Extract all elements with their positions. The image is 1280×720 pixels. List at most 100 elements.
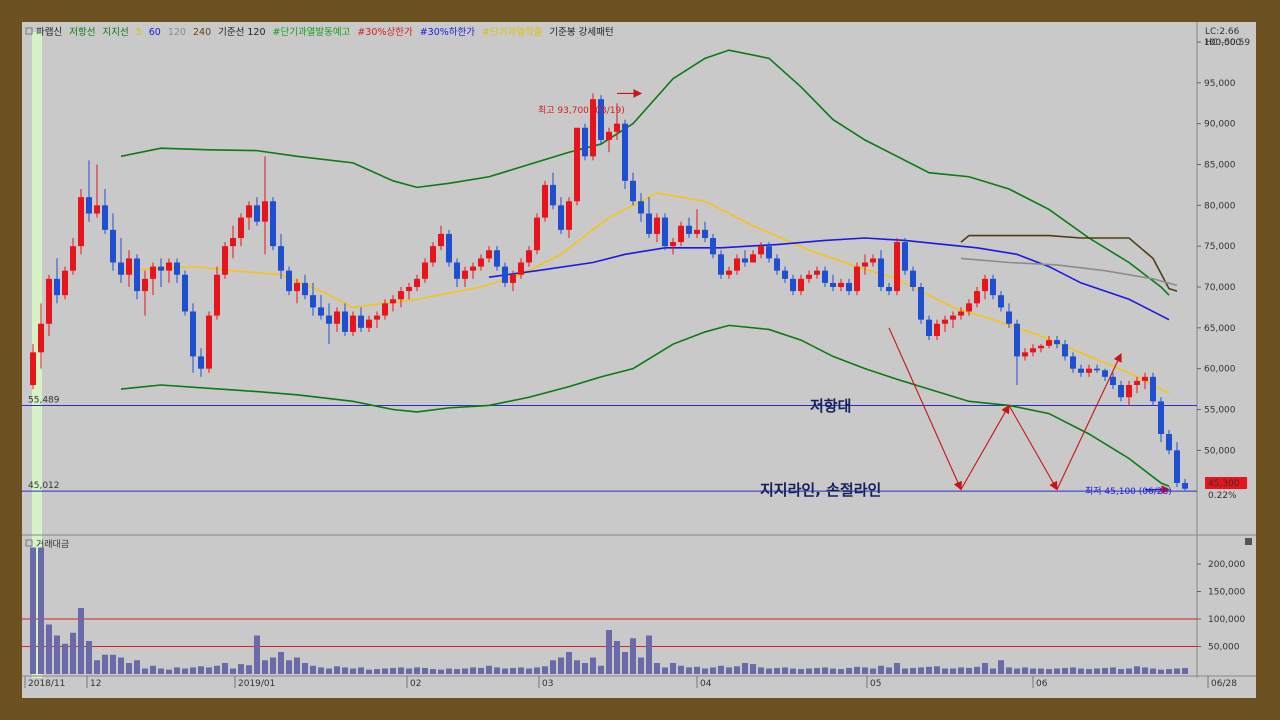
volume-tick-label: 200,000 (1208, 560, 1245, 570)
price-tick-label: 70,000 (1204, 283, 1236, 293)
candle-body (630, 180, 636, 202)
volume-bar (198, 666, 204, 674)
candle-body (78, 197, 84, 247)
volume-bar (678, 665, 684, 674)
candle-body (694, 229, 700, 234)
annotation-arrow (1056, 352, 1122, 490)
volume-bar (542, 666, 548, 674)
candle-body (1174, 450, 1180, 483)
candle-body (366, 319, 372, 328)
volume-bar (694, 666, 700, 674)
candle-body (646, 213, 652, 234)
candle-body (846, 282, 852, 292)
legend-item[interactable]: 60 (149, 27, 161, 38)
candle-body (494, 250, 500, 267)
candle-body (910, 270, 916, 287)
time-tick-label: 05 (870, 679, 881, 689)
candle-body (374, 315, 380, 320)
volume-bar (934, 666, 940, 674)
volume-bar (974, 666, 980, 674)
volume-bar (558, 657, 564, 674)
candle-body (1182, 483, 1188, 489)
volume-bar (790, 668, 796, 674)
stock-chart: 100,000 95,000 90,000 85,000 80,000 75,000 70,… (22, 22, 1256, 689)
highlight-strip (32, 32, 42, 542)
volume-bar (102, 654, 108, 674)
volume-bar (1102, 667, 1108, 674)
volume-bar (814, 667, 820, 674)
volume-bar (310, 665, 316, 674)
volume-bar (758, 667, 764, 674)
volume-bar (334, 666, 340, 674)
volume-bar (566, 652, 572, 674)
candle-body (1030, 348, 1036, 353)
legend-item[interactable]: #단기과열발동예고 (273, 27, 351, 38)
volume-bar (326, 668, 332, 674)
candle-body (1158, 401, 1164, 434)
series-env_upper (120, 49, 1170, 296)
legend-item[interactable]: 120 (168, 27, 186, 38)
legend-item[interactable]: 파랩신 (36, 26, 62, 38)
time-tick-label: 06/28 (1211, 679, 1237, 689)
volume-bar (206, 667, 212, 674)
volume-bar (1046, 669, 1052, 674)
candle-body (814, 270, 820, 275)
candle-body (302, 282, 308, 296)
volume-bar (1062, 667, 1068, 674)
volume-bar (574, 660, 580, 674)
legend-item[interactable]: 저항선 (69, 27, 95, 38)
candle-body (254, 205, 260, 222)
volume-bar (1158, 669, 1164, 674)
legend-item[interactable]: #30%상한가 (357, 27, 413, 38)
legend-item[interactable]: 기준봉 강세패턴 (549, 27, 613, 38)
panel-maximize-icon[interactable] (1245, 538, 1252, 545)
indicator-legend[interactable]: 파랩신 저항선 지지선 5 60 120 240 기준선 120 #단기과열발동예고 #30%상한… (25, 26, 614, 38)
candle-body (774, 258, 780, 271)
last-price: 45,300 (1208, 479, 1240, 489)
candle-body (486, 250, 492, 259)
candle-body (534, 217, 540, 251)
volume-title: 거래대금 (36, 539, 69, 550)
legend-item[interactable]: #30%하한가 (420, 26, 476, 38)
volume-bar (854, 666, 860, 674)
volume-bar (78, 608, 84, 674)
volume-bar (494, 667, 500, 674)
volume-bar (254, 635, 260, 674)
candle-body (398, 291, 404, 300)
volume-bar (158, 668, 164, 674)
volume-panel-toggle-icon[interactable] (25, 539, 33, 547)
candle-body (942, 319, 948, 324)
legend-item[interactable]: 240 (193, 27, 211, 38)
volume-bar (446, 668, 452, 674)
volume-bar (142, 668, 148, 674)
time-axis-labels: 2018/11 12 2019/01 02 03 04 05 06 06/28 (24, 676, 1237, 689)
last-price-pct: 0.22% (1208, 491, 1237, 501)
volume-bar (414, 667, 420, 674)
volume-bar (830, 668, 836, 674)
volume-bar (718, 665, 724, 674)
price-tick-label: 55,000 (1204, 406, 1236, 416)
volume-bar (1030, 668, 1036, 674)
legend-item[interactable]: 지지선 (102, 27, 128, 38)
volume-bar (1022, 667, 1028, 674)
legend-item[interactable]: 기준선 120 (218, 27, 265, 38)
price-tick-label: 95,000 (1204, 79, 1236, 89)
candle-body (214, 274, 220, 316)
candle-body (758, 246, 764, 255)
candle-body (990, 278, 996, 296)
candle-body (198, 356, 204, 369)
volume-bar (862, 667, 868, 674)
volume-bar (926, 666, 932, 674)
candle-body (934, 323, 940, 336)
candle-body (134, 258, 140, 292)
high-annotation: 최고 93,700 (03/19) (538, 105, 625, 116)
legend-item[interactable]: #단기과열적출 (482, 26, 543, 38)
volume-bar (318, 667, 324, 674)
legend-item[interactable]: 5 (136, 27, 142, 38)
volume-bar (950, 668, 956, 674)
volume-bar (702, 668, 708, 674)
candle-body (1038, 345, 1044, 349)
candle-body (654, 217, 660, 234)
candle-body (822, 270, 828, 283)
candle-body (382, 303, 388, 316)
